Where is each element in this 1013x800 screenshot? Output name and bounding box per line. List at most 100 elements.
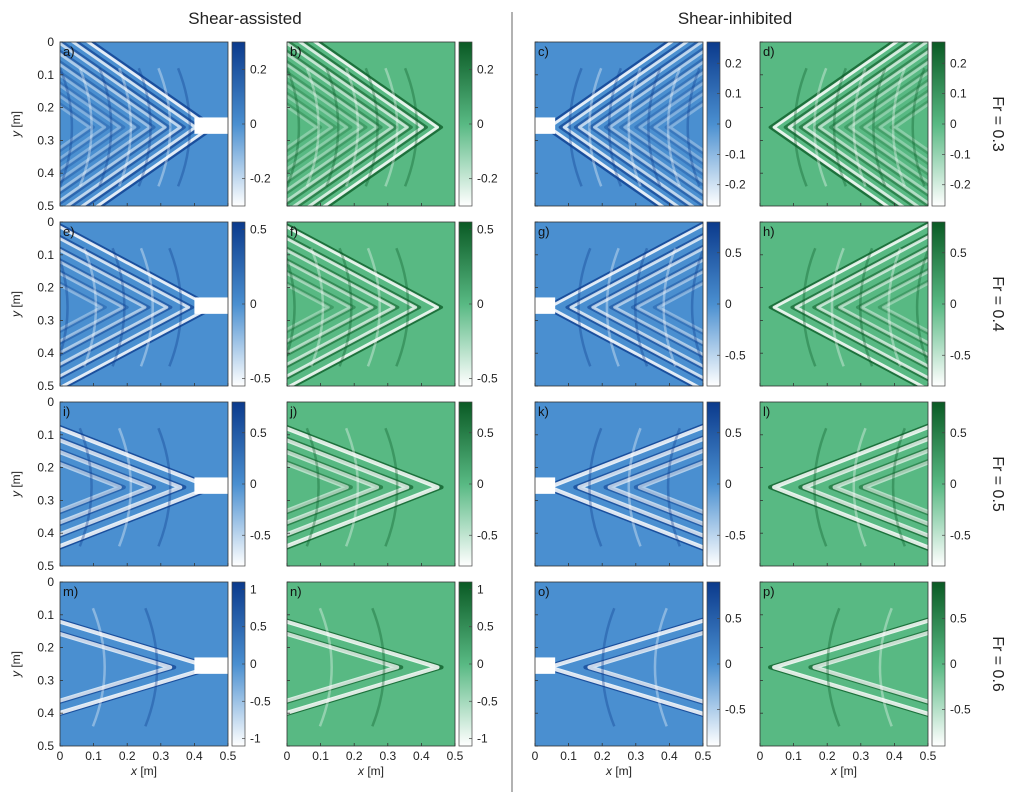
x-tick-label: 0.5 xyxy=(220,749,237,763)
panel-label: a) xyxy=(63,44,75,59)
x-axis-label: x [m] xyxy=(130,764,157,778)
y-tick-label: 0.2 xyxy=(37,641,54,655)
wave-crests xyxy=(60,607,228,727)
model-mask xyxy=(535,297,556,314)
panel-frame xyxy=(534,581,704,747)
y-tick-label: 0.1 xyxy=(37,68,54,82)
colorbar-tick-label: 0 xyxy=(725,117,732,131)
x-tick-label: 0.5 xyxy=(447,749,464,763)
colorbar: 0.5 0 -0.5 xyxy=(231,401,271,567)
y-tick-label: 0 xyxy=(47,35,54,49)
y-tick-label: 0.4 xyxy=(37,166,54,180)
x-tick-label: 0.3 xyxy=(852,749,869,763)
colorbar: 0.5 0 -0.5 xyxy=(231,221,271,387)
panel-f: f) 0.5 0 -0.5 xyxy=(286,221,498,387)
x-tick-label: 0.2 xyxy=(346,749,363,763)
model-mask xyxy=(194,657,228,674)
colorbar-tick-label: 1 xyxy=(477,582,484,596)
y-tick-label: 0.2 xyxy=(37,461,54,475)
x-tick-label: 0 xyxy=(757,749,764,763)
y-tick-label: 0 xyxy=(47,215,54,229)
colorbar-tick-label: -1 xyxy=(477,732,488,746)
model-mask xyxy=(194,117,228,134)
colorbar-tick-label: -0.5 xyxy=(725,703,746,717)
colorbar-tick-label: -0.2 xyxy=(725,178,746,192)
model-mask xyxy=(535,117,556,134)
colorbar-tick-label: -0.2 xyxy=(477,172,498,186)
heatmap-field xyxy=(287,42,455,206)
y-tick-label: 0.5 xyxy=(37,739,54,753)
panel-b: b) 0.2 0 -0.2 xyxy=(286,41,498,207)
colorbar: 0.2 0 -0.2 xyxy=(458,41,498,207)
panel-frame xyxy=(59,401,229,567)
panel-j: j) 0.5 0 -0.5 xyxy=(286,401,498,567)
colorbar-tick-label: 0 xyxy=(950,117,957,131)
wave-crests xyxy=(768,607,928,727)
panel-frame xyxy=(759,221,929,387)
wave-crests xyxy=(287,607,444,727)
x-tick-label: 0.4 xyxy=(886,749,903,763)
colorbar-tick-label: -0.5 xyxy=(950,348,971,362)
panel-frame xyxy=(759,401,929,567)
wave-crests xyxy=(768,222,928,386)
colorbar-tick-label: 0 xyxy=(477,477,484,491)
panel-g: g) 0.5 0 -0.5 xyxy=(534,221,746,387)
y-tick-label: 0 xyxy=(47,575,54,589)
colorbar-tick-label: 0.5 xyxy=(250,426,267,440)
y-axis-label: y [m] xyxy=(9,291,23,318)
colorbar-tick-label: -0.5 xyxy=(725,348,746,362)
wave-crests xyxy=(535,42,703,206)
colorbar-tick-label: 0.1 xyxy=(950,87,967,101)
x-tick-label: 0.5 xyxy=(695,749,712,763)
panel-frame xyxy=(534,41,704,207)
panel-label: p) xyxy=(763,584,775,599)
heatmap-field xyxy=(287,222,455,386)
y-tick-label: 0.1 xyxy=(37,608,54,622)
colorbar-tick-label: 0 xyxy=(250,657,257,671)
wave-crests xyxy=(60,223,228,386)
colorbar: 0.5 0 -0.5 xyxy=(706,221,746,387)
model-mask xyxy=(194,297,228,314)
colorbar: 0.2 0 -0.2 xyxy=(231,41,271,207)
x-axis-label: x [m] xyxy=(357,764,384,778)
panel-label: e) xyxy=(63,224,75,239)
colorbar-tick-label: 0.5 xyxy=(725,426,742,440)
x-tick-label: 0.4 xyxy=(186,749,203,763)
x-tick-label: 0 xyxy=(532,749,539,763)
y-tick-label: 0.5 xyxy=(37,199,54,213)
panel-frame xyxy=(534,221,704,387)
panel-frame xyxy=(59,41,229,207)
x-tick-label: 0.1 xyxy=(312,749,329,763)
colorbar-tick-label: -0.5 xyxy=(950,528,971,542)
row-label-fr: Fr = 0.6 xyxy=(989,636,1006,692)
colorbar-tick-label: 0 xyxy=(477,117,484,131)
y-tick-label: 0.3 xyxy=(37,493,54,507)
colorbar-tick-label: 0.5 xyxy=(477,222,494,236)
panel-e: e) 0 0.1 0.2 0.3 0.4 0.5 y [m] 0.5 0 -0.5 xyxy=(9,215,271,393)
y-tick-label: 0.1 xyxy=(37,248,54,262)
panel-p: p) 0 0.1 0.2 0.3 0.4 0.5 x [m] 0.5 0 -0.5 xyxy=(757,581,971,778)
colorbar-tick-label: -0.5 xyxy=(725,528,746,542)
x-tick-label: 0.1 xyxy=(560,749,577,763)
colorbar: 0.5 0 -0.5 xyxy=(931,221,971,387)
colorbar: 0.5 0 -0.5 xyxy=(931,401,971,567)
y-tick-label: 0 xyxy=(47,395,54,409)
y-tick-label: 0.1 xyxy=(37,428,54,442)
panel-label: j) xyxy=(289,404,297,419)
colorbar: 0.5 0 -0.5 xyxy=(931,581,971,747)
panel-i: i) 0 0.1 0.2 0.3 0.4 0.5 y [m] 0.5 0 -0.5 xyxy=(9,395,271,573)
panel-frame xyxy=(286,41,456,207)
panel-frame xyxy=(759,581,929,747)
colorbar-tick-label: 0.5 xyxy=(725,246,742,260)
panel-d: d) 0.2 0.1 0 -0.1 -0.2 xyxy=(759,41,971,207)
colorbar-tick-label: 0 xyxy=(950,477,957,491)
y-tick-label: 0.4 xyxy=(37,526,54,540)
panel-frame xyxy=(286,581,456,747)
x-tick-label: 0.3 xyxy=(379,749,396,763)
y-tick-label: 0.4 xyxy=(37,346,54,360)
colorbar-tick-label: 0 xyxy=(725,657,732,671)
panel-frame xyxy=(759,41,929,207)
y-tick-label: 0.3 xyxy=(37,673,54,687)
colorbar: 1 0.5 0 -0.5 -1 xyxy=(458,581,498,747)
